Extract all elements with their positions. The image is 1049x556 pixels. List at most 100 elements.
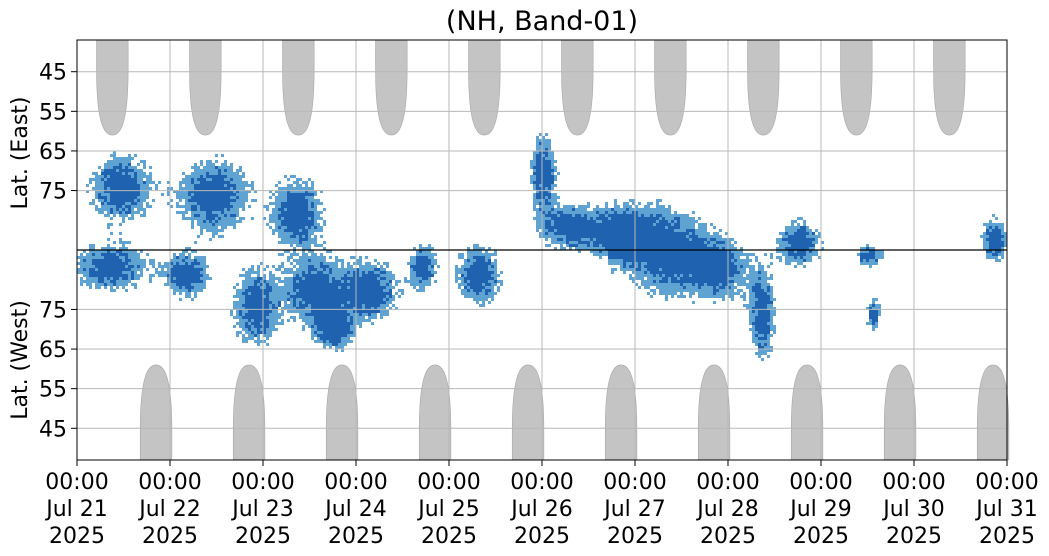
activity-cell <box>113 253 116 256</box>
activity-cell <box>344 301 347 304</box>
activity-cell <box>110 250 113 253</box>
activity-cell <box>644 247 647 250</box>
activity-cell <box>113 190 116 193</box>
activity-cell <box>335 319 338 322</box>
activity-cell <box>287 214 290 217</box>
activity-cell <box>548 196 551 199</box>
activity-cell <box>749 307 752 310</box>
activity-cell <box>119 199 122 202</box>
activity-cell <box>89 259 92 262</box>
activity-cell <box>701 280 704 283</box>
activity-cell <box>104 262 107 265</box>
activity-cell <box>125 190 128 193</box>
activity-cell <box>641 226 644 229</box>
activity-cell <box>221 163 224 166</box>
activity-cell <box>284 250 287 253</box>
activity-cell <box>149 172 152 175</box>
activity-cell <box>344 331 347 334</box>
activity-cell <box>203 166 206 169</box>
activity-cell <box>629 226 632 229</box>
activity-cell <box>710 280 713 283</box>
activity-cell <box>230 313 233 316</box>
activity-cell <box>320 271 323 274</box>
activity-cell <box>350 331 353 334</box>
activity-cell <box>284 238 287 241</box>
activity-cell <box>362 274 365 277</box>
activity-cell <box>299 295 302 298</box>
activity-cell <box>257 298 260 301</box>
activity-cell <box>332 271 335 274</box>
activity-cell <box>371 277 374 280</box>
activity-cell <box>248 337 251 340</box>
activity-cell <box>485 253 488 256</box>
activity-cell <box>554 229 557 232</box>
activity-cell <box>308 274 311 277</box>
activity-cell <box>305 241 308 244</box>
activity-cell <box>548 235 551 238</box>
activity-cell <box>344 292 347 295</box>
activity-cell <box>710 265 713 268</box>
activity-cell <box>245 331 248 334</box>
activity-cell <box>554 226 557 229</box>
activity-cell <box>638 259 641 262</box>
activity-cell <box>479 247 482 250</box>
activity-cell <box>335 277 338 280</box>
activity-cell <box>287 319 290 322</box>
activity-cell <box>662 214 665 217</box>
activity-cell <box>761 310 764 313</box>
activity-cell <box>215 232 218 235</box>
activity-cell <box>647 265 650 268</box>
activity-cell <box>227 190 230 193</box>
activity-cell <box>284 211 287 214</box>
activity-cell <box>650 217 653 220</box>
activity-cell <box>248 301 251 304</box>
activity-cell <box>125 277 128 280</box>
activity-cell <box>143 196 146 199</box>
activity-cell <box>206 205 209 208</box>
activity-cell <box>335 325 338 328</box>
activity-cell <box>632 229 635 232</box>
activity-cell <box>110 172 113 175</box>
activity-cell <box>731 289 734 292</box>
activity-cell <box>122 256 125 259</box>
activity-cell <box>380 307 383 310</box>
activity-cell <box>101 178 104 181</box>
activity-cell <box>548 154 551 157</box>
activity-cell <box>173 190 176 193</box>
activity-cell <box>272 307 275 310</box>
activity-cell <box>686 235 689 238</box>
activity-cell <box>779 256 782 259</box>
activity-cell <box>353 313 356 316</box>
activity-cell <box>305 223 308 226</box>
activity-cell <box>332 268 335 271</box>
activity-cell <box>296 262 299 265</box>
activity-cell <box>590 244 593 247</box>
activity-cell <box>194 166 197 169</box>
activity-cell <box>323 325 326 328</box>
activity-cell <box>290 217 293 220</box>
activity-cell <box>536 220 539 223</box>
activity-cell <box>281 220 284 223</box>
activity-cell <box>608 211 611 214</box>
night-shading-west <box>232 364 266 461</box>
activity-cell <box>638 286 641 289</box>
activity-cell <box>674 265 677 268</box>
activity-cell <box>311 304 314 307</box>
activity-cell <box>221 220 224 223</box>
activity-cell <box>479 298 482 301</box>
activity-cell <box>185 268 188 271</box>
activity-cell <box>311 208 314 211</box>
activity-cell <box>221 181 224 184</box>
activity-cell <box>335 271 338 274</box>
activity-cell <box>374 295 377 298</box>
activity-cell <box>410 271 413 274</box>
activity-cell <box>278 208 281 211</box>
activity-cell <box>668 244 671 247</box>
activity-cell <box>278 286 281 289</box>
activity-cell <box>494 280 497 283</box>
activity-cell <box>752 283 755 286</box>
activity-cell <box>419 268 422 271</box>
activity-cell <box>602 238 605 241</box>
activity-cell <box>767 289 770 292</box>
activity-cell <box>86 283 89 286</box>
